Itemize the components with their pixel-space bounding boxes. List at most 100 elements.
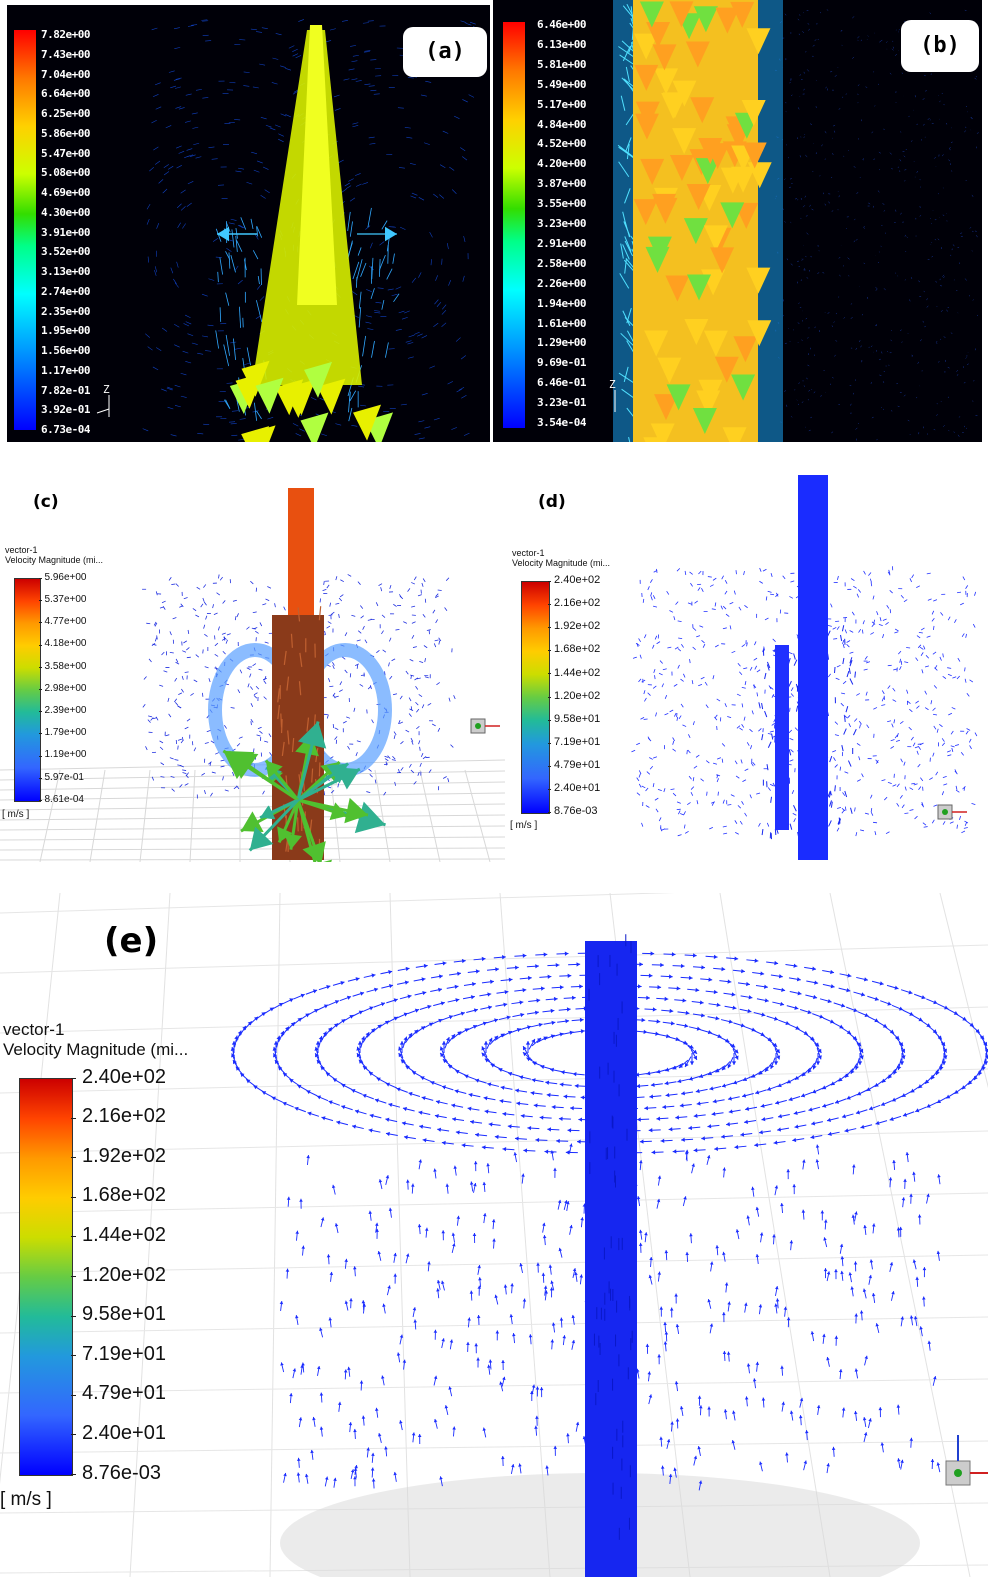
vector-stroke <box>877 190 880 193</box>
vector-arrow <box>744 1396 749 1407</box>
vector-arrow <box>575 1421 580 1432</box>
vector-stroke <box>820 395 822 397</box>
vector-arrow <box>922 1296 926 1307</box>
vector-arrow <box>841 1113 854 1119</box>
vector-stroke <box>939 656 942 661</box>
vector-arrow <box>758 1130 771 1135</box>
vector-arrow <box>456 1215 461 1226</box>
vector-arrow <box>766 960 779 966</box>
vector-stroke <box>392 253 395 264</box>
vector-arrow <box>279 1300 284 1311</box>
vector-arrow <box>519 1025 532 1031</box>
vector-stroke <box>917 644 922 649</box>
vector-arrow <box>500 1085 513 1090</box>
vector-arrow <box>399 1334 404 1345</box>
vector-stroke <box>257 275 260 285</box>
vector-arrow <box>351 1124 364 1130</box>
vector-stroke <box>358 307 362 328</box>
vector-arrow <box>799 1397 804 1408</box>
vector-stroke <box>237 279 243 285</box>
vector-stroke <box>339 681 343 686</box>
vector-stroke <box>971 230 974 233</box>
vector-stroke <box>159 746 164 751</box>
vector-stroke <box>695 754 700 758</box>
vector-arrow <box>666 1438 671 1449</box>
vector-stroke <box>335 423 342 426</box>
vector-stroke <box>622 310 631 326</box>
vector-stroke <box>838 257 841 259</box>
floor-grid-line <box>39 769 61 862</box>
vector-arrow <box>548 1264 553 1275</box>
vector-stroke <box>924 707 929 711</box>
jet-cone <box>304 361 333 398</box>
vector-stroke <box>785 111 787 113</box>
vector-stroke <box>873 707 878 710</box>
vector-arrow <box>441 1085 454 1091</box>
legend-tick-label: 4.79e+01 <box>554 758 601 771</box>
vector-stroke <box>890 746 895 749</box>
vector-arrow <box>649 1094 662 1099</box>
vector-stroke <box>346 716 351 719</box>
vector-stroke <box>877 261 880 264</box>
vector-stroke <box>761 829 764 836</box>
floor-grid-line <box>939 893 988 1089</box>
vector-stroke <box>664 713 669 716</box>
legend-tick-label: 6.13e+00 <box>537 37 586 51</box>
vector-stroke <box>900 594 904 599</box>
vector-stroke <box>419 762 422 767</box>
vector-stroke <box>916 705 920 709</box>
vector-stroke <box>841 808 846 812</box>
legend-tick-mark <box>548 581 551 582</box>
legend-tick-mark <box>71 1355 76 1357</box>
vector-stroke <box>263 680 267 684</box>
vector-stroke <box>636 792 641 796</box>
vector-stroke <box>830 603 833 608</box>
vector-stroke <box>845 93 847 95</box>
vector-stroke <box>180 603 184 608</box>
vector-arrow <box>792 1137 805 1143</box>
vector-stroke <box>677 810 681 815</box>
vector-arrow <box>488 1359 493 1370</box>
vector-stroke <box>962 576 966 581</box>
vector-arrow <box>318 985 331 991</box>
vector-arrow <box>712 1099 725 1104</box>
vector-stroke <box>749 794 752 799</box>
vector-stroke <box>881 779 886 782</box>
vector-stroke <box>176 165 182 169</box>
vector-stroke <box>758 702 761 709</box>
vector-stroke <box>691 680 694 685</box>
vector-arrow <box>739 1008 752 1014</box>
vector-stroke <box>950 745 955 748</box>
vector-stroke <box>160 762 165 766</box>
vector-stroke <box>389 584 392 590</box>
vector-stroke <box>641 679 646 683</box>
vector-stroke <box>886 41 888 43</box>
vector-stroke <box>880 245 882 248</box>
vector-stroke <box>844 715 846 723</box>
floor-grid-line <box>719 893 831 1577</box>
vector-stroke <box>413 331 420 335</box>
vector-stroke <box>972 299 974 301</box>
vector-stroke <box>645 787 649 792</box>
vector-stroke <box>357 247 362 256</box>
vector-arrow <box>356 1046 362 1059</box>
vector-arrow <box>378 1179 383 1190</box>
vector-stroke <box>186 202 192 207</box>
vector-stroke <box>959 815 962 820</box>
legend-tick-mark <box>548 627 551 629</box>
vector-arrow <box>433 1001 445 1007</box>
vector-arrow <box>337 1401 342 1412</box>
vector-stroke <box>368 85 375 87</box>
vector-arrow <box>507 1124 520 1129</box>
vector-arrow <box>707 1298 712 1309</box>
vector-stroke <box>906 236 908 238</box>
vector-stroke <box>358 291 362 309</box>
legend-tick-label: 1.79e+00 <box>44 727 87 739</box>
vector-stroke <box>338 613 340 618</box>
vector-stroke <box>672 737 676 742</box>
vector-stroke <box>160 776 165 778</box>
vector-stroke <box>351 78 358 81</box>
vector-stroke <box>842 265 844 267</box>
vector-arrow <box>846 1093 858 1100</box>
vector-arrow <box>785 1452 789 1463</box>
